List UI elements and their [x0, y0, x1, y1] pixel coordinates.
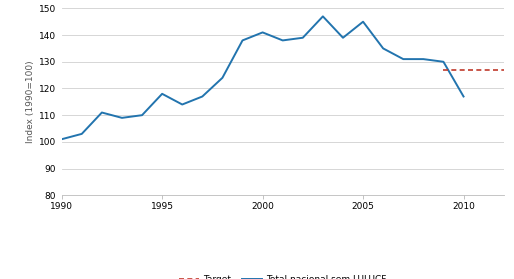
- Legend: Target, Total nacional sem LULUCF: Target, Total nacional sem LULUCF: [175, 272, 390, 279]
- Y-axis label: Index (1990=100): Index (1990=100): [26, 61, 35, 143]
